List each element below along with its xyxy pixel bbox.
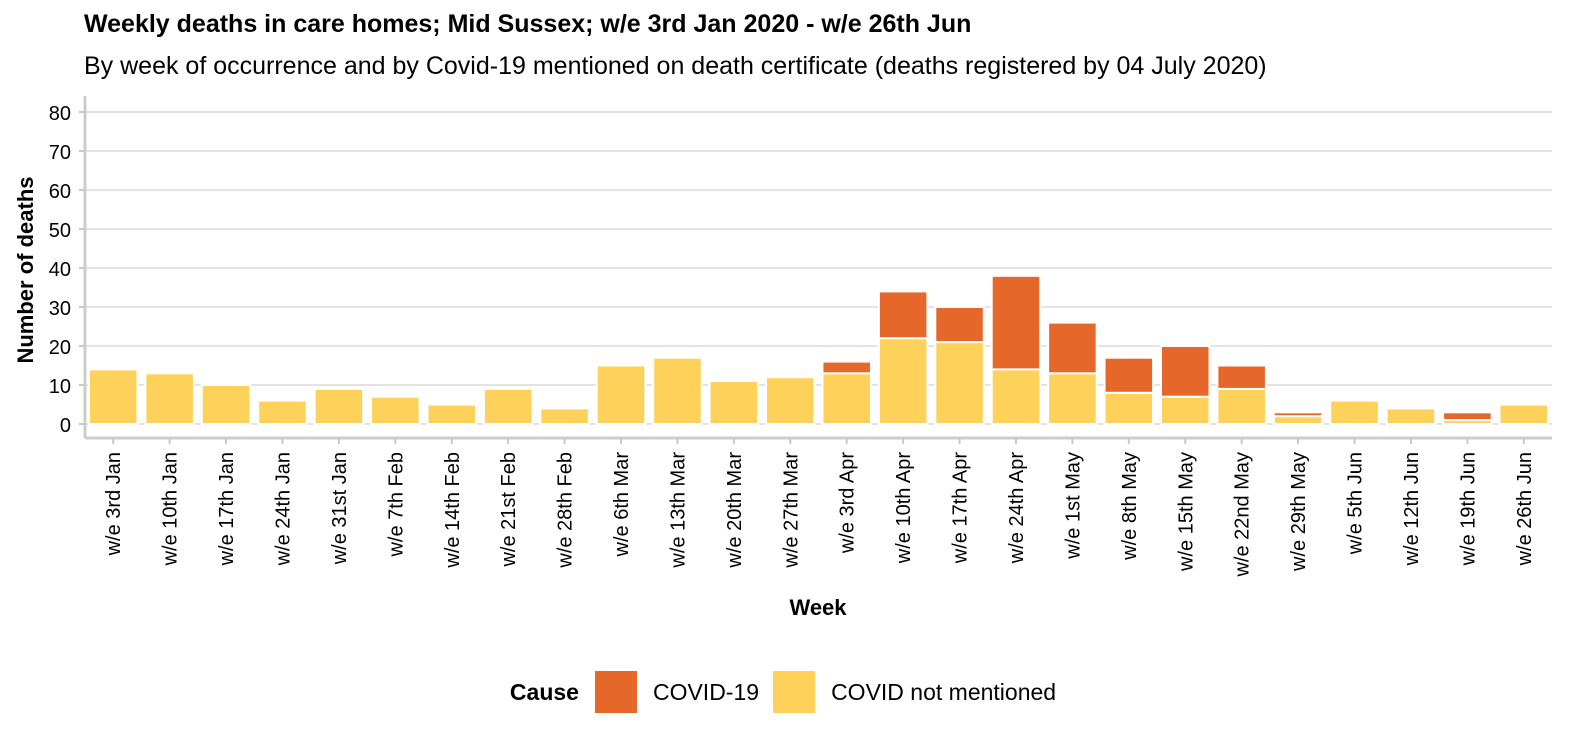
chart-subtitle: By week of occurrence and by Covid-19 me… (84, 52, 1267, 80)
y-tick-label: 40 (49, 259, 71, 281)
x-tick-label: w/e 17th Jan (216, 452, 238, 566)
axes: 0 10 20 30 40 50 60 70 80 w/e 3rd Jan w/e 10th Jan… (49, 96, 1552, 578)
x-tick-label: w/e 28th Feb (555, 452, 577, 569)
bar-covid-not-mentioned (1159, 395, 1211, 426)
bar-covid-not-mentioned (877, 337, 929, 426)
x-tick-label: w/e 26th Jun (1514, 452, 1536, 566)
x-tick-label: w/e 12th Jun (1401, 452, 1423, 566)
bar-covid-not-mentioned (200, 384, 252, 425)
bar-covid-not-mentioned (1216, 387, 1267, 425)
bar-covid-not-mentioned (1498, 403, 1550, 425)
bar-covid-19 (877, 290, 929, 340)
y-tick-label: 0 (60, 415, 71, 437)
x-tick-label: w/e 24th Apr (1006, 452, 1028, 565)
x-tick-label: w/e 6th Mar (611, 452, 633, 558)
legend-label-not-mentioned: COVID not mentioned (831, 678, 1057, 705)
legend-swatch-not-mentioned (773, 671, 816, 713)
x-tick-label: w/e 1st May (1062, 452, 1084, 560)
bar-covid-not-mentioned (370, 395, 421, 426)
bar-covid-not-mentioned (144, 372, 195, 425)
x-tick-label: w/e 3rd Apr (837, 452, 859, 555)
x-tick-label: w/e 5th Jun (1345, 452, 1367, 555)
x-tick-label: w/e 21st Feb (498, 452, 520, 568)
legend: Cause COVID-19 COVID not mentioned (0, 670, 1580, 714)
stacked-bar-chart: 0 10 20 30 40 50 60 70 80 w/e 3rd Jan w/e 10th Jan… (13, 96, 1552, 620)
x-axis-label: Week (789, 595, 847, 620)
bar-covid-not-mentioned (1385, 407, 1437, 425)
x-tick-label: w/e 13th Mar (667, 452, 689, 569)
bar-covid-19 (1216, 364, 1267, 390)
x-tick-label: w/e 8th May (1119, 452, 1141, 561)
bar-covid-not-mentioned (1103, 391, 1155, 425)
legend-label-covid: COVID-19 (652, 678, 760, 705)
x-tick-label: w/e 20th Mar (724, 452, 746, 569)
gridlines (85, 111, 1552, 425)
x-tick-label: w/e 3rd Jan (103, 452, 125, 556)
bar-covid-not-mentioned (765, 376, 816, 426)
chart-title: Weekly deaths in care homes; Mid Sussex;… (84, 10, 972, 38)
legend-title: Cause (509, 678, 579, 705)
y-tick-label: 20 (49, 337, 71, 359)
bar-covid-not-mentioned (934, 341, 985, 426)
bar-covid-not-mentioned (821, 372, 872, 425)
bar-covid-not-mentioned (87, 368, 139, 425)
y-tick-label: 10 (49, 376, 71, 398)
y-tick-label: 60 (49, 181, 71, 203)
y-axis-label: Number of deaths (13, 176, 38, 363)
x-tick-label: w/e 24th Jan (272, 452, 294, 566)
legend-swatch-covid (594, 671, 637, 713)
legend-item-covid: COVID-19 (594, 671, 760, 713)
bar-covid-not-mentioned (1047, 372, 1098, 425)
bar-covid-not-mentioned (652, 356, 703, 426)
bar-covid-19 (990, 274, 1042, 371)
bars (87, 274, 1550, 426)
x-tick-label: w/e 10th Jan (160, 452, 182, 566)
bar-covid-19 (1159, 345, 1211, 398)
legend-item-not-mentioned: COVID not mentioned (773, 671, 1056, 713)
x-tick-label: w/e 7th Feb (385, 452, 407, 558)
x-tick-label: w/e 29th May (1288, 452, 1310, 572)
bar-covid-19 (934, 306, 985, 344)
x-tick-label: w/e 15th May (1175, 452, 1197, 572)
bar-covid-not-mentioned (595, 364, 647, 425)
x-tick-label: w/e 22nd May (1232, 452, 1254, 578)
x-tick-label: w/e 19th Jun (1457, 452, 1479, 566)
bar-covid-not-mentioned (1329, 399, 1380, 426)
y-tick-label: 80 (49, 103, 71, 125)
bar-covid-not-mentioned (1272, 415, 1324, 426)
bar-covid-not-mentioned (482, 387, 534, 425)
x-tick-label: w/e 31st Jan (329, 452, 351, 565)
x-tick-label: w/e 14th Feb (442, 452, 464, 569)
x-tick-label: w/e 17th Apr (950, 452, 972, 565)
bar-covid-19 (1272, 411, 1324, 418)
bar-covid-not-mentioned (990, 368, 1042, 425)
y-tick-label: 30 (49, 298, 71, 320)
bar-covid-not-mentioned (313, 387, 365, 425)
bar-covid-not-mentioned (539, 407, 590, 425)
bar-covid-not-mentioned (708, 380, 760, 426)
y-tick-label: 70 (49, 142, 71, 164)
bar-covid-19 (1047, 321, 1098, 375)
bar-covid-19 (1442, 411, 1493, 422)
bar-covid-19 (821, 360, 872, 375)
bar-covid-19 (1103, 356, 1155, 394)
x-tick-label: w/e 10th Apr (893, 452, 915, 565)
bar-covid-not-mentioned (257, 399, 308, 426)
y-tick-label: 50 (49, 220, 71, 242)
x-tick-label: w/e 27th Mar (780, 452, 802, 569)
bar-covid-not-mentioned (426, 403, 478, 425)
